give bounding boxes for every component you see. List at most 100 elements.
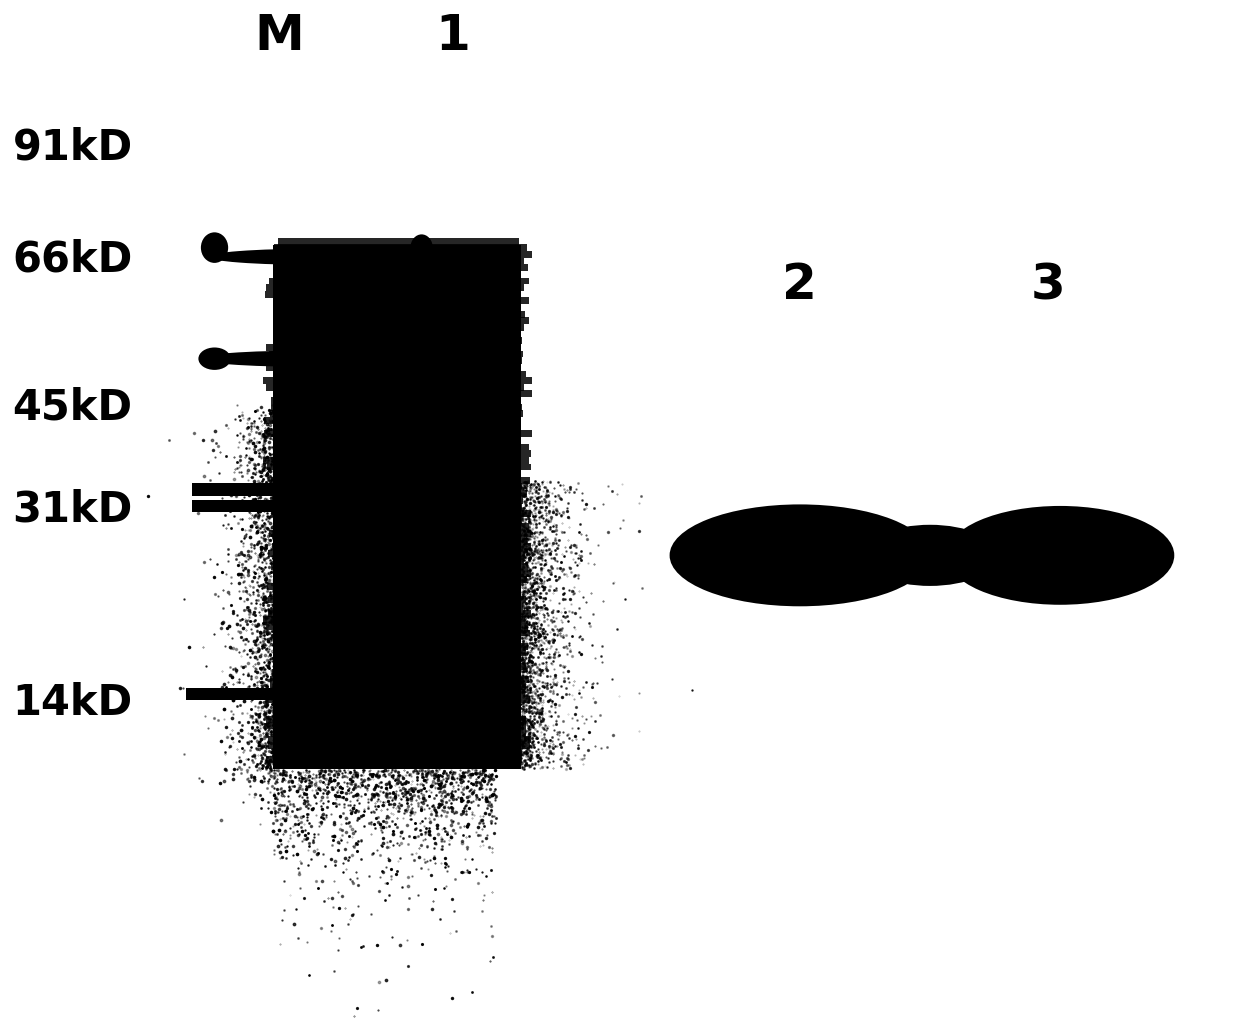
Bar: [267, 623, 528, 630]
Bar: [273, 577, 527, 583]
Bar: [272, 496, 523, 503]
Bar: [275, 390, 532, 397]
Text: 91kD: 91kD: [12, 126, 133, 169]
Text: 2: 2: [782, 261, 817, 310]
Bar: [270, 683, 526, 690]
Bar: [277, 730, 526, 736]
Bar: [268, 596, 526, 603]
Ellipse shape: [198, 347, 231, 370]
Bar: [279, 537, 525, 543]
Text: 14kD: 14kD: [12, 682, 133, 725]
Bar: [272, 669, 520, 677]
Bar: [192, 500, 446, 512]
Bar: [277, 524, 529, 530]
Bar: [265, 364, 517, 371]
Bar: [278, 649, 526, 656]
Bar: [277, 443, 528, 450]
Bar: [275, 643, 528, 650]
Bar: [274, 517, 522, 524]
Bar: [270, 676, 528, 683]
Bar: [272, 490, 527, 497]
Bar: [268, 743, 531, 749]
Bar: [263, 457, 529, 464]
Bar: [278, 656, 518, 663]
Bar: [267, 384, 525, 390]
Bar: [278, 556, 525, 564]
Bar: [268, 736, 531, 743]
Bar: [278, 237, 518, 245]
Bar: [273, 749, 522, 756]
Ellipse shape: [198, 351, 415, 367]
Bar: [263, 377, 532, 384]
Bar: [273, 245, 521, 769]
Bar: [264, 430, 532, 437]
Bar: [264, 417, 520, 424]
Bar: [270, 397, 518, 404]
Bar: [274, 570, 531, 577]
Bar: [268, 609, 531, 616]
Bar: [268, 583, 518, 590]
Text: 1: 1: [435, 11, 470, 60]
Bar: [267, 716, 526, 722]
Bar: [268, 696, 529, 703]
Bar: [274, 590, 520, 597]
Bar: [267, 464, 531, 471]
Ellipse shape: [946, 506, 1174, 604]
Bar: [192, 483, 446, 496]
Bar: [269, 530, 531, 537]
Bar: [274, 245, 527, 252]
Bar: [277, 503, 522, 511]
Bar: [279, 603, 523, 610]
Bar: [268, 690, 526, 696]
Bar: [265, 290, 517, 298]
Bar: [270, 404, 522, 411]
Ellipse shape: [424, 471, 494, 507]
Bar: [263, 616, 526, 624]
Bar: [280, 709, 521, 716]
Bar: [269, 351, 523, 358]
Bar: [274, 264, 528, 271]
Bar: [270, 411, 523, 417]
Bar: [274, 298, 529, 305]
Bar: [274, 630, 529, 637]
Text: M: M: [254, 11, 304, 60]
Ellipse shape: [410, 234, 433, 261]
Bar: [263, 251, 532, 258]
Bar: [274, 331, 521, 337]
Text: 66kD: 66kD: [12, 238, 133, 281]
Bar: [268, 550, 526, 556]
Bar: [274, 662, 526, 669]
Ellipse shape: [862, 525, 998, 586]
Bar: [264, 722, 526, 730]
Text: 45kD: 45kD: [12, 386, 133, 429]
Ellipse shape: [670, 504, 930, 606]
Bar: [275, 311, 525, 318]
Bar: [269, 358, 522, 364]
Bar: [279, 450, 531, 458]
Bar: [278, 636, 518, 643]
Bar: [270, 477, 531, 484]
Bar: [277, 271, 520, 278]
Bar: [273, 483, 522, 490]
Bar: [279, 317, 529, 324]
Bar: [269, 277, 529, 284]
Bar: [274, 258, 523, 265]
Bar: [277, 470, 520, 477]
Bar: [272, 564, 527, 570]
Bar: [277, 337, 522, 344]
Bar: [278, 762, 518, 769]
Bar: [186, 688, 366, 700]
Bar: [278, 703, 521, 709]
Bar: [279, 304, 521, 311]
Ellipse shape: [201, 232, 228, 263]
Bar: [267, 284, 523, 291]
Ellipse shape: [393, 348, 420, 369]
Bar: [275, 511, 531, 517]
Bar: [277, 371, 526, 377]
Text: 31kD: 31kD: [12, 488, 133, 531]
Bar: [267, 756, 522, 762]
Bar: [278, 437, 520, 444]
Bar: [277, 424, 521, 431]
Bar: [272, 543, 531, 550]
Bar: [278, 324, 523, 331]
